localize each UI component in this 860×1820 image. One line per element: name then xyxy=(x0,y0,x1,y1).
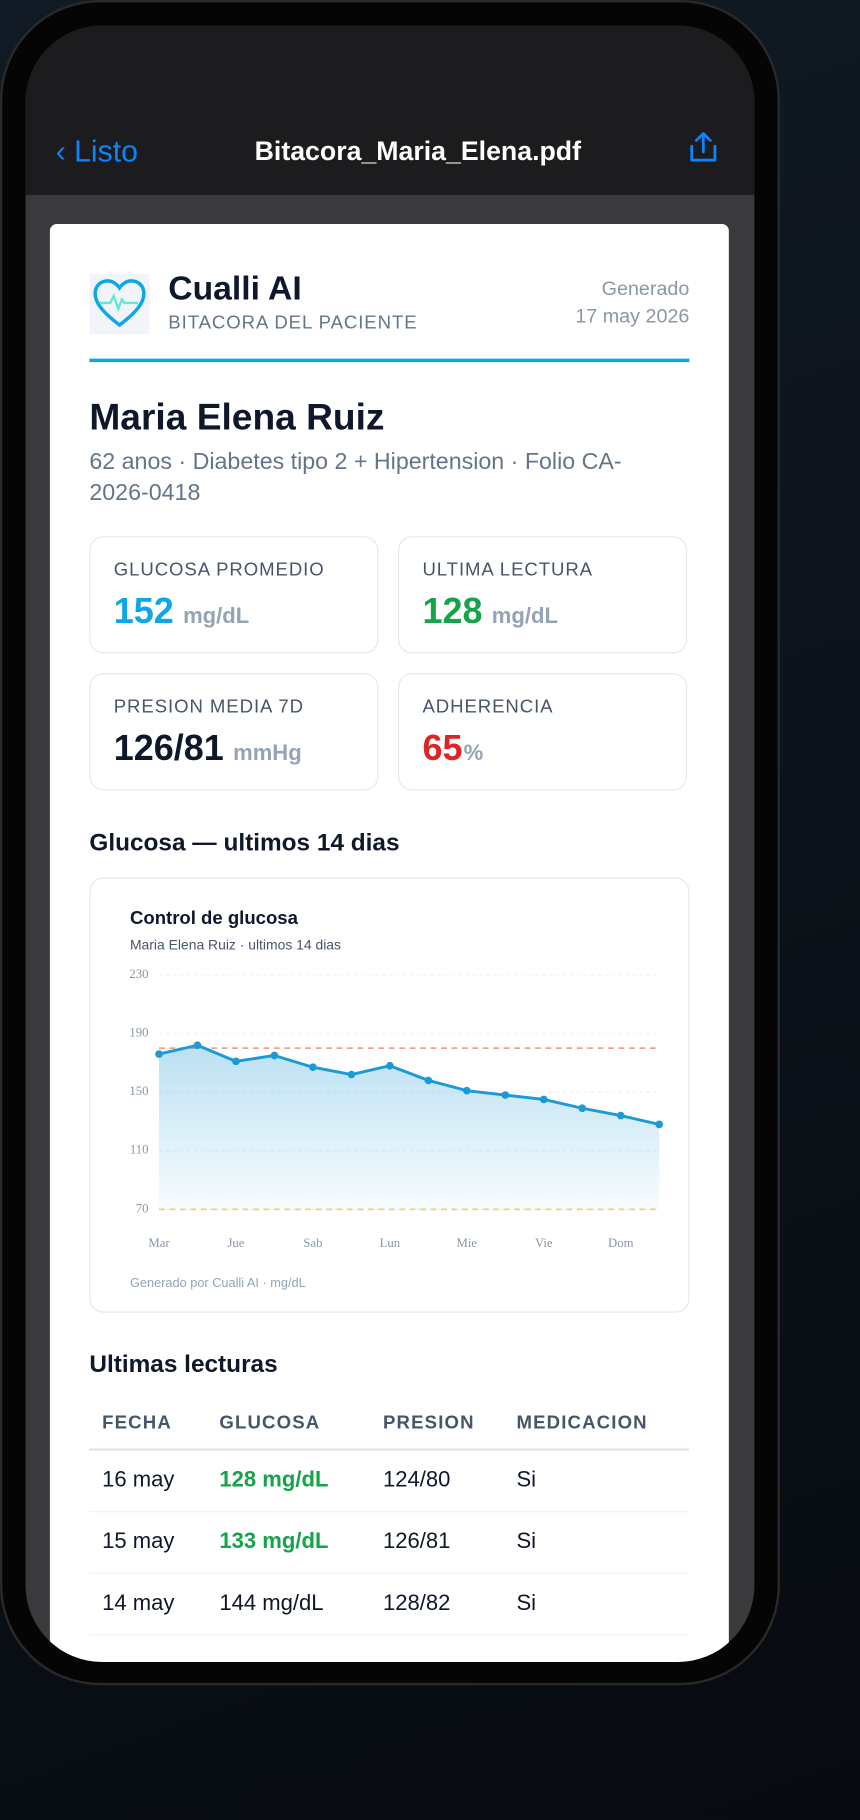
column-header: FECHA xyxy=(102,1413,172,1434)
x-tick-label: Lun xyxy=(379,1236,400,1250)
line xyxy=(158,1043,659,1126)
stat-label: ULTIMA LECTURA xyxy=(422,560,593,581)
table-cell: 124/80 xyxy=(382,1468,451,1493)
value: 152 xyxy=(113,590,174,632)
stat-card: ADHERENCIA 65% xyxy=(398,673,688,791)
table-cell: 128 mg/dL xyxy=(219,1468,329,1493)
nav-bar: ‹ Listo Bitacora_Maria_Elena.pdf xyxy=(25,25,755,195)
value: 65 xyxy=(422,727,463,769)
y-tick-label: 230 xyxy=(129,966,148,980)
header-rule xyxy=(89,358,690,363)
x-tick-label: Mar xyxy=(148,1236,170,1250)
table-cell: 14 may xyxy=(102,1591,175,1616)
value: 128 xyxy=(422,590,483,632)
logo xyxy=(89,273,150,335)
stat-value: 128 mg/dL xyxy=(422,591,557,633)
row-separator xyxy=(89,1634,690,1636)
point xyxy=(616,1111,624,1119)
chart-title: Control de glucosa xyxy=(129,907,298,928)
brand-subtitle: BITACORA DEL PACIENTE xyxy=(168,313,418,334)
x-tick-label: Vie xyxy=(534,1236,552,1250)
point xyxy=(346,1070,355,1078)
share-button[interactable] xyxy=(687,130,719,165)
back-button[interactable]: ‹ Listo xyxy=(55,133,138,169)
point xyxy=(308,1062,317,1071)
column-header: PRESION xyxy=(382,1413,475,1434)
unit: mg/dL xyxy=(183,604,250,630)
point xyxy=(577,1103,586,1112)
phone-screen: ‹ Listo Bitacora_Maria_Elena.pdf Cualli … xyxy=(25,25,755,1662)
value: 126/81 xyxy=(113,727,224,769)
point xyxy=(154,1049,163,1058)
chart-footer: Generado por Cualli AI · mg/dL xyxy=(129,1274,305,1289)
point xyxy=(539,1095,548,1103)
nav-title: Bitacora_Maria_Elena.pdf xyxy=(254,135,582,166)
area-fill xyxy=(158,1044,659,1209)
point xyxy=(500,1090,509,1099)
pdf-page: Cualli AI BITACORA DEL PACIENTE Generado… xyxy=(49,223,729,1662)
generated-date: 17 may 2026 xyxy=(575,305,690,328)
stat-label: GLUCOSA PROMEDIO xyxy=(113,560,325,581)
table-cell: 144 mg/dL xyxy=(219,1591,324,1616)
y-tick-label: 110 xyxy=(129,1142,148,1156)
point xyxy=(193,1040,201,1049)
section-heading: Ultimas lecturas xyxy=(89,1350,278,1378)
brand: Cualli AI xyxy=(168,270,302,308)
stat-value: 65% xyxy=(422,728,483,770)
chart-subtitle: Maria Elena Ruiz · ultimos 14 dias xyxy=(129,936,340,952)
point xyxy=(423,1075,432,1084)
table-cell: 16 may xyxy=(102,1468,175,1493)
table-cell: Si xyxy=(516,1529,537,1555)
y-tick-label: 190 xyxy=(129,1025,148,1039)
table-cell: Si xyxy=(516,1468,537,1493)
y-tick-label: 70 xyxy=(135,1201,148,1215)
x-tick-label: Mie xyxy=(456,1236,477,1250)
point xyxy=(231,1056,240,1065)
stat-value: 126/81 mmHg xyxy=(114,728,302,770)
stat-card: GLUCOSA PROMEDIO 152 mg/dL xyxy=(89,536,379,654)
x-tick-label: Sab xyxy=(303,1236,322,1250)
table-cell: 15 may xyxy=(102,1529,175,1555)
unit: mg/dL xyxy=(491,604,558,630)
point xyxy=(654,1119,663,1128)
patient-details: 62 anos · Diabetes tipo 2 + Hipertension… xyxy=(89,449,622,507)
stat-card: ULTIMA LECTURA 128 mg/dL xyxy=(398,536,688,654)
stat-label: ADHERENCIA xyxy=(422,697,554,718)
chart-box: Control de glucosa Maria Elena Ruiz · ult… xyxy=(89,877,690,1313)
stat-label: PRESION MEDIA 7D xyxy=(113,697,305,718)
unit: mmHg xyxy=(233,741,302,766)
patient-name: Maria Elena Ruiz xyxy=(89,395,385,438)
generated-label: Generado xyxy=(601,277,690,300)
row-separator xyxy=(89,1511,690,1513)
chart: Control de glucosa Maria Elena Ruiz · ult… xyxy=(129,907,663,1289)
point xyxy=(385,1061,394,1069)
section-heading: Glucosa — ultimos 14 dias xyxy=(89,829,400,857)
stat-value: 152 mg/dL xyxy=(114,591,249,633)
point xyxy=(270,1051,278,1059)
column-header: MEDICACION xyxy=(516,1413,648,1434)
table-cell: 133 mg/dL xyxy=(219,1529,329,1555)
y-tick-label: 150 xyxy=(129,1083,148,1097)
x-tick-label: Jue xyxy=(227,1236,244,1250)
header-rule xyxy=(89,1448,690,1451)
unit: % xyxy=(463,741,484,766)
stat-card: PRESION MEDIA 7D 126/81 mmHg xyxy=(89,673,379,791)
column-header: GLUCOSA xyxy=(219,1413,321,1434)
table-cell: 128/82 xyxy=(382,1591,451,1616)
table-cell: Si xyxy=(516,1591,537,1616)
row-separator xyxy=(89,1572,690,1574)
table-cell: 126/81 xyxy=(382,1529,451,1555)
point xyxy=(462,1086,471,1094)
x-tick-label: Dom xyxy=(607,1236,633,1250)
